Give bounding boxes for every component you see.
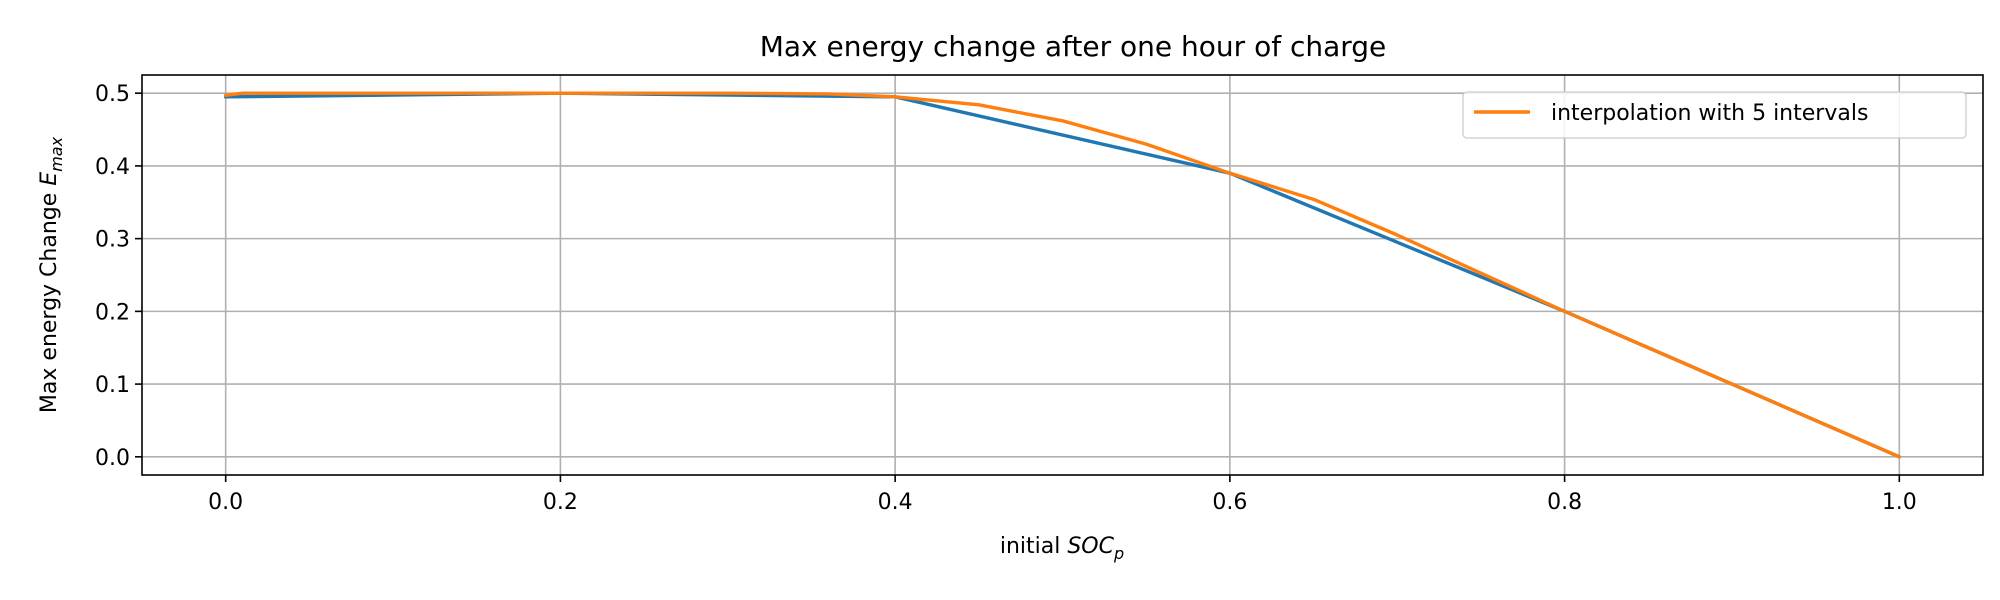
y-axis-label: Max energy Change Emax (37, 136, 66, 413)
x-axis-label: initial SOCp (1000, 534, 1124, 563)
x-tick-label: 0.4 (878, 490, 913, 515)
y-tick-label: 0.4 (95, 155, 130, 180)
legend-box (1462, 91, 1967, 139)
x-tick-label: 0.2 (543, 490, 578, 515)
x-axis-label-sub: p (1113, 544, 1124, 563)
y-axis-label-sub: max (47, 136, 66, 171)
x-ticks: 0.0 0.2 0.4 0.6 0.8 1.0 (208, 475, 1917, 515)
x-axis-label-prefix: initial (1000, 534, 1068, 559)
series-line-1 (223, 91, 1902, 459)
plot-frame (141, 74, 1984, 476)
x-tick-label: 0.6 (1212, 490, 1247, 515)
legend: interpolation with 5 intervals (1462, 91, 1967, 139)
y-tick-label: 0.0 (95, 446, 130, 471)
x-axis-label-var: SOC (1067, 534, 1114, 559)
x-tick-label: 0.0 (208, 490, 243, 515)
y-tick-label: 0.2 (95, 300, 130, 325)
chart-title: Max energy change after one hour of char… (760, 30, 1387, 63)
y-tick-label: 0.3 (95, 228, 130, 253)
y-axis-label-prefix: Max energy Change (37, 186, 62, 413)
x-tick-label: 1.0 (1882, 490, 1917, 515)
x-tick-label: 0.8 (1547, 490, 1582, 515)
series-layer (223, 91, 1902, 459)
legend-label-interpolation: interpolation with 5 intervals (1551, 101, 1868, 126)
y-axis-label-var: E (37, 172, 62, 186)
y-ticks: 0.0 0.1 0.2 0.3 0.4 0.5 (95, 82, 142, 471)
y-tick-label: 0.5 (95, 82, 130, 107)
y-tick-label: 0.1 (95, 373, 130, 398)
